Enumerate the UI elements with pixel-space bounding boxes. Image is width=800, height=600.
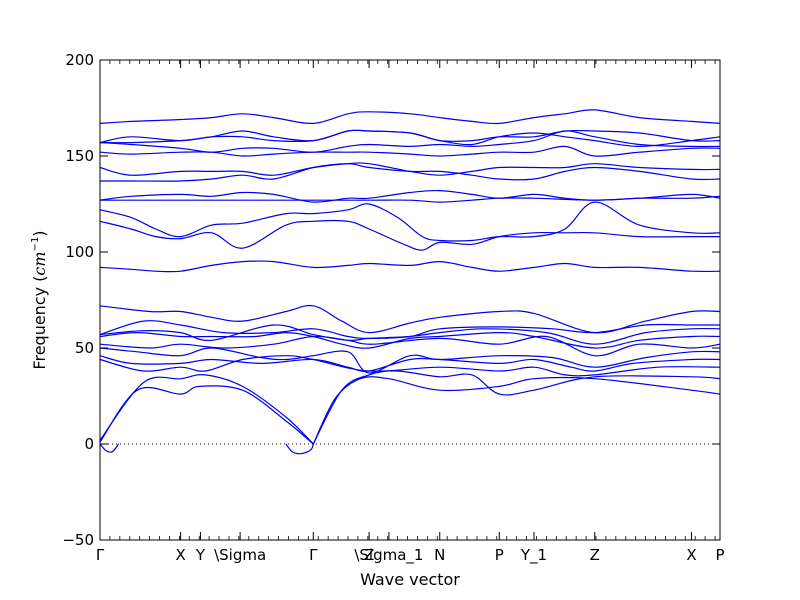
x-tick-label: N xyxy=(434,546,445,564)
y-tick-label: 100 xyxy=(65,243,94,261)
y-axis-title-exponent: −1 xyxy=(30,237,41,252)
dispersion-branch xyxy=(285,443,314,455)
dispersion-branch xyxy=(99,129,721,148)
plot-background xyxy=(100,60,720,540)
x-tick-label: Y xyxy=(195,546,206,564)
dispersion-branch xyxy=(99,219,720,251)
dispersion-branch xyxy=(99,189,721,203)
dispersion-branch xyxy=(99,355,721,372)
dispersion-branch xyxy=(99,374,314,445)
dispersion-branch xyxy=(99,443,120,453)
y-tick-label: 0 xyxy=(84,435,94,453)
dispersion-branch xyxy=(99,347,721,374)
y-tick-label: 50 xyxy=(75,339,94,357)
x-ticks: Γ X Y \Sigma Γ Z\Sigma_1 N P Y_1 Z X P xyxy=(96,60,725,565)
x-tick-label: X xyxy=(686,546,696,564)
x-tick-label: Z xyxy=(590,546,600,564)
dispersion-branch xyxy=(312,376,721,445)
x-axis-title: Wave vector xyxy=(360,570,460,589)
x-tick-label: Y_1 xyxy=(520,546,547,565)
x-tick-label: Z xyxy=(364,546,374,564)
dispersion-branch xyxy=(99,385,314,445)
y-tick-label: 200 xyxy=(65,51,94,69)
dispersion-branch xyxy=(99,109,721,125)
x-tick-label: P xyxy=(495,546,504,564)
dispersion-branch xyxy=(99,331,721,349)
x-tick-label: X xyxy=(175,546,185,564)
dispersion-branch xyxy=(99,130,721,153)
x-tick-label: \Sigma_1 xyxy=(354,546,423,565)
y-ticks: −50 0 50 100 150 200 xyxy=(62,51,720,549)
x-tick-label: Γ xyxy=(309,546,318,564)
y-tick-label: −50 xyxy=(62,531,94,549)
dispersion-branch xyxy=(312,370,721,445)
y-tick-label: 150 xyxy=(65,147,94,165)
x-tick-label: \Sigma xyxy=(214,546,266,564)
dispersion-curves xyxy=(99,109,721,455)
dispersion-branch xyxy=(99,304,721,334)
y-axis-title-unit: cm xyxy=(30,251,49,275)
dispersion-branch xyxy=(99,335,721,357)
y-axis-title-text: Frequency ( xyxy=(30,276,49,370)
x-tick-label: P xyxy=(715,546,724,564)
dispersion-branch xyxy=(99,162,721,176)
y-axis-title-close: ) xyxy=(30,230,49,236)
plot-frame xyxy=(99,59,721,541)
x-tick-label: Γ xyxy=(96,546,105,564)
dispersion-branch xyxy=(99,201,721,242)
y-axis-title: Frequency (cm−1) xyxy=(30,230,49,369)
dispersion-branch xyxy=(99,260,721,273)
